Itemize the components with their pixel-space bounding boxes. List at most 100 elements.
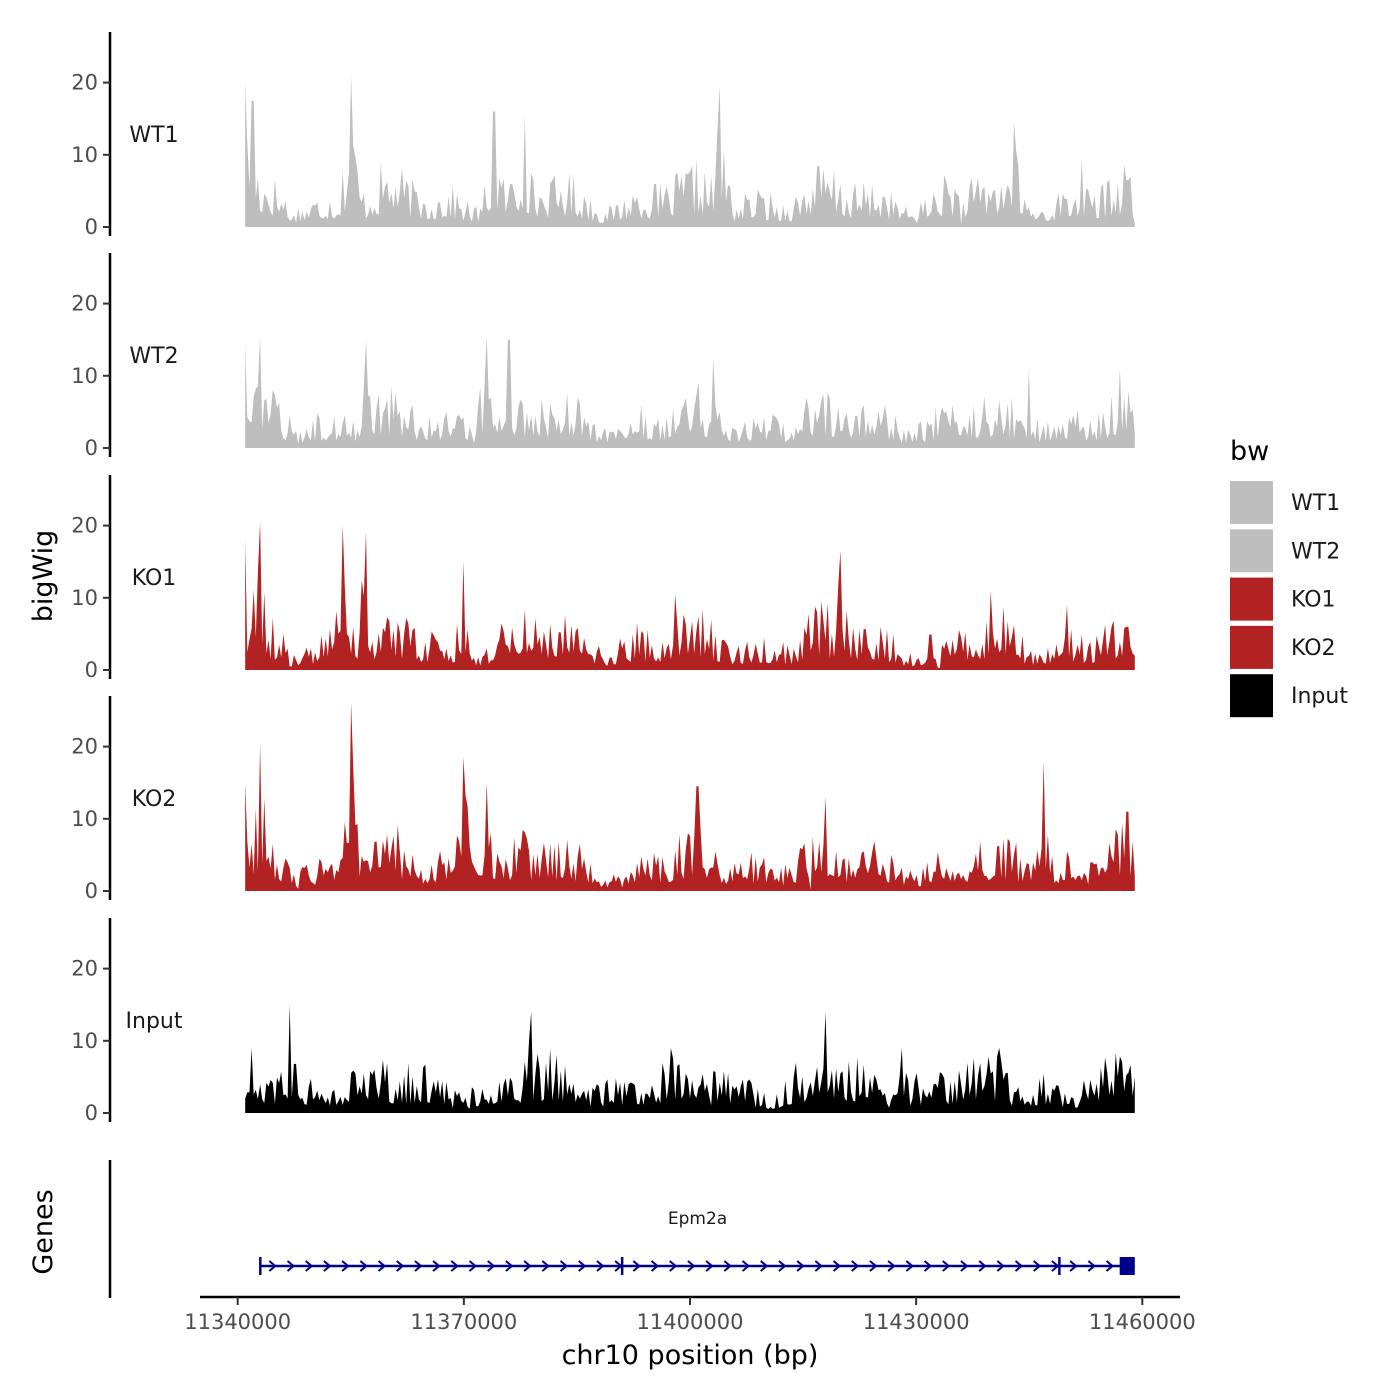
strand-arrow bbox=[923, 1260, 933, 1272]
legend-label-ko1: KO1 bbox=[1291, 588, 1336, 613]
x-tick-label: 11370000 bbox=[410, 1310, 517, 1334]
y-tick-label: 0 bbox=[85, 658, 98, 682]
signal-area-input bbox=[245, 1004, 1135, 1113]
y-tick-label: 0 bbox=[85, 1101, 98, 1125]
track-ko2: 0 10 20 KO2 bbox=[71, 696, 1135, 903]
x-tick-label: 11430000 bbox=[863, 1310, 970, 1334]
x-tick-label: 11340000 bbox=[184, 1310, 291, 1334]
strand-arrow bbox=[632, 1260, 641, 1272]
y-tick-label: 20 bbox=[71, 71, 98, 95]
y-tick-label: 0 bbox=[85, 436, 98, 460]
track-input: 0 10 20 Input bbox=[71, 918, 1135, 1125]
y-tick-label: 10 bbox=[71, 807, 98, 831]
strand-arrow bbox=[996, 1260, 1005, 1272]
exon-block bbox=[1119, 1257, 1135, 1275]
strand-arrow bbox=[578, 1260, 587, 1272]
track-ko1: 0 10 20 KO1 bbox=[71, 475, 1135, 682]
strand-arrow bbox=[305, 1260, 314, 1272]
strand-arrow bbox=[505, 1260, 514, 1272]
track-wt2: 0 10 20 WT2 bbox=[71, 253, 1135, 460]
strand-arrow bbox=[323, 1260, 332, 1272]
legend-swatch-ko1 bbox=[1230, 577, 1273, 621]
legend-swatch-ko2 bbox=[1230, 625, 1273, 669]
strand-arrow bbox=[778, 1260, 787, 1272]
strand-arrow bbox=[359, 1260, 368, 1272]
x-tick-label: 11400000 bbox=[637, 1310, 744, 1334]
strand-arrow bbox=[1033, 1260, 1042, 1272]
legend-label-input: Input bbox=[1291, 684, 1348, 709]
y-tick-label: 10 bbox=[71, 143, 98, 167]
strand-arrow bbox=[1087, 1260, 1096, 1272]
y-tick-label: 20 bbox=[71, 292, 98, 316]
strand-arrow bbox=[414, 1260, 423, 1272]
strand-arrow bbox=[942, 1260, 951, 1272]
strand-arrow bbox=[396, 1260, 405, 1272]
strand-arrow bbox=[1014, 1260, 1024, 1272]
strand-arrow bbox=[377, 1260, 387, 1272]
genes-track-label: Genes bbox=[28, 1189, 59, 1274]
strand-arrow bbox=[669, 1260, 678, 1272]
y-tick-label: 20 bbox=[71, 514, 98, 538]
strand-arrow bbox=[687, 1260, 696, 1272]
strand-arrow bbox=[705, 1260, 714, 1272]
strand-arrow bbox=[559, 1260, 569, 1272]
track-label-ko1: KO1 bbox=[132, 566, 177, 591]
legend-title: bw bbox=[1230, 436, 1269, 467]
strand-arrow bbox=[487, 1260, 496, 1272]
track-label-wt1: WT1 bbox=[129, 123, 178, 148]
track-label-input: Input bbox=[126, 1009, 183, 1034]
strand-arrow bbox=[1105, 1260, 1115, 1272]
strand-arrow bbox=[760, 1260, 769, 1272]
strand-arrow bbox=[341, 1260, 350, 1272]
legend-swatch-wt2 bbox=[1230, 529, 1273, 573]
legend-label-ko2: KO2 bbox=[1291, 636, 1336, 661]
strand-arrow bbox=[978, 1260, 987, 1272]
x-tick-label: 11460000 bbox=[1089, 1310, 1196, 1334]
x-axis-title: chr10 position (bp) bbox=[562, 1340, 819, 1371]
strand-arrow bbox=[1051, 1260, 1060, 1272]
track-wt1: 0 10 20 WT1 bbox=[71, 32, 1135, 239]
gene-name-label: Epm2a bbox=[668, 1209, 727, 1229]
y-tick-label: 20 bbox=[71, 735, 98, 759]
strand-arrow bbox=[1069, 1260, 1078, 1272]
signal-area-ko2 bbox=[245, 703, 1135, 891]
strand-arrow bbox=[741, 1260, 751, 1272]
y-tick-label: 10 bbox=[71, 364, 98, 388]
strand-arrow bbox=[814, 1260, 823, 1272]
y-axis-title: bigWig bbox=[28, 530, 59, 623]
genes-track: Epm2a bbox=[108, 1160, 1135, 1298]
strand-arrow bbox=[596, 1260, 605, 1272]
strand-arrow bbox=[832, 1260, 842, 1272]
strand-arrow bbox=[450, 1260, 459, 1272]
strand-arrow bbox=[960, 1260, 969, 1272]
y-tick-label: 0 bbox=[85, 215, 98, 239]
signal-area-ko1 bbox=[245, 522, 1135, 670]
y-tick-label: 20 bbox=[71, 957, 98, 981]
legend: bw WT1 WT2 KO1 KO2 Input bbox=[1230, 436, 1348, 718]
strand-arrow bbox=[523, 1260, 532, 1272]
strand-arrow bbox=[468, 1260, 478, 1272]
y-tick-label: 10 bbox=[71, 586, 98, 610]
track-label-wt2: WT2 bbox=[129, 344, 178, 369]
strand-arrow bbox=[887, 1260, 896, 1272]
strand-arrow bbox=[905, 1260, 914, 1272]
legend-swatch-wt1 bbox=[1230, 481, 1273, 524]
strand-arrow bbox=[268, 1260, 277, 1272]
x-axis: 11340000 11370000 11400000 11430000 11460000 bbox=[184, 1295, 1196, 1334]
track-label-ko2: KO2 bbox=[132, 787, 177, 812]
legend-swatch-input bbox=[1230, 674, 1273, 718]
tracks: 0 10 20 WT1 0 10 20 WT2 0 10 20 KO1 0 10 20 KO2 0 10 20 Inp… bbox=[71, 32, 1135, 1125]
strand-arrow bbox=[286, 1260, 296, 1272]
strand-arrow bbox=[723, 1260, 732, 1272]
y-tick-label: 0 bbox=[85, 879, 98, 903]
strand-arrow bbox=[851, 1260, 860, 1272]
y-tick-label: 10 bbox=[71, 1029, 98, 1053]
signal-area-wt2 bbox=[245, 336, 1135, 448]
legend-label-wt1: WT1 bbox=[1291, 491, 1340, 516]
strand-arrow bbox=[796, 1260, 805, 1272]
signal-area-wt1 bbox=[245, 75, 1135, 228]
legend-label-wt2: WT2 bbox=[1291, 539, 1340, 564]
strand-arrow bbox=[869, 1260, 878, 1272]
strand-arrow bbox=[541, 1260, 550, 1272]
